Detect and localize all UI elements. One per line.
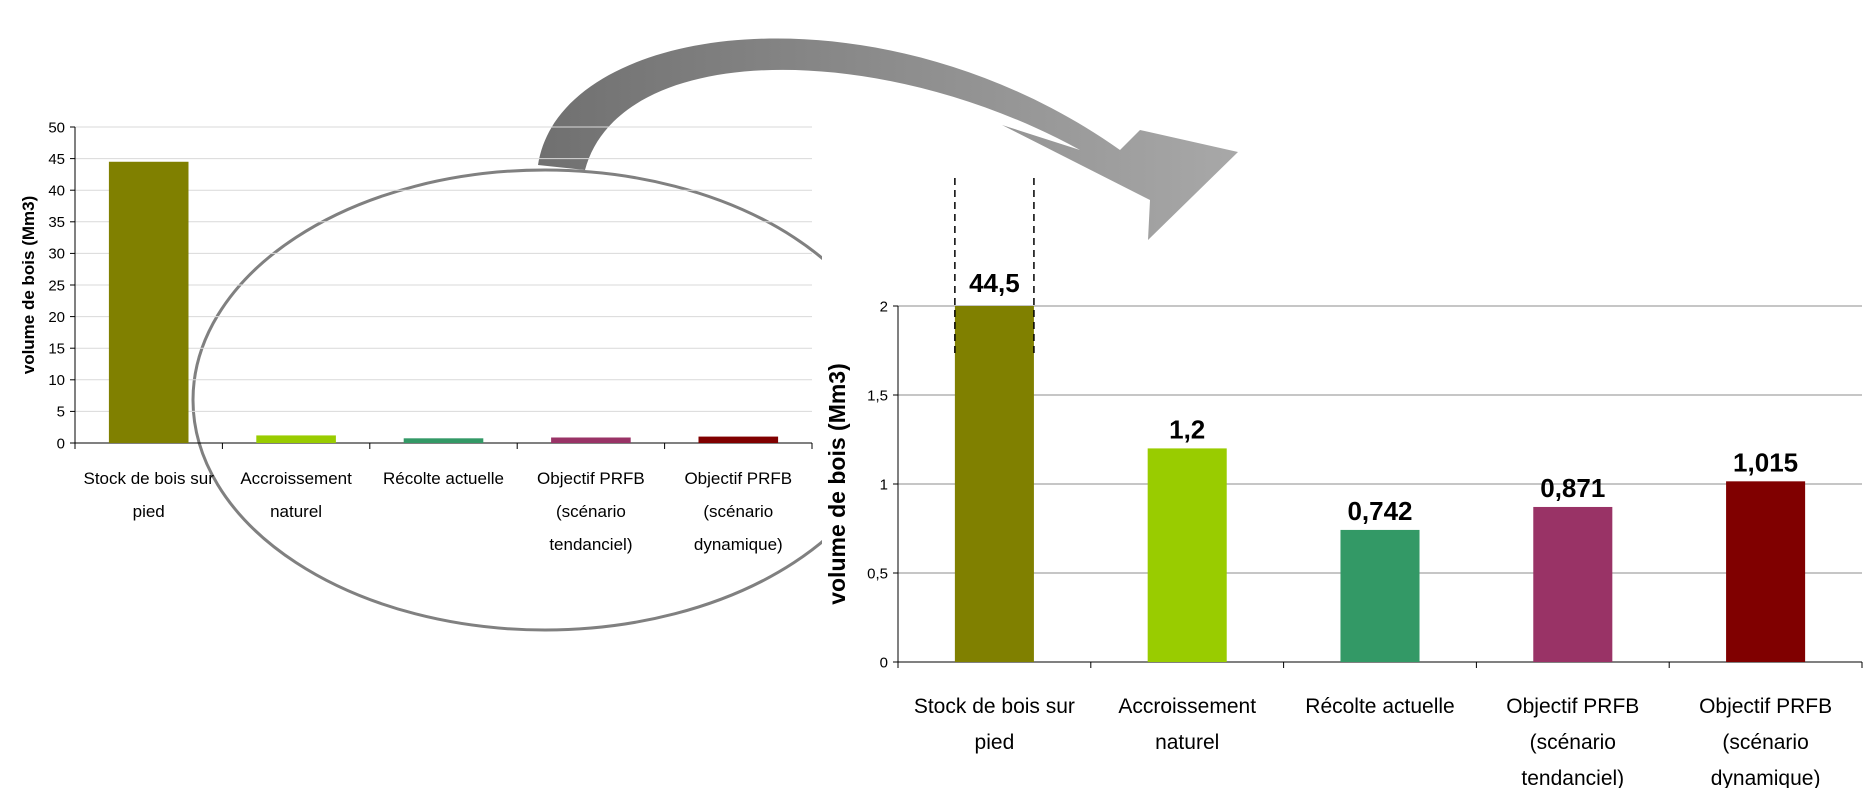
y-tick-label: 10 [48, 372, 65, 389]
category-label: pied [133, 502, 165, 521]
category-label: Objectif PRFB [684, 469, 792, 488]
bar [404, 438, 484, 443]
y-tick-label: 5 [57, 404, 65, 421]
overview-bar-chart: 0 5 10 15 20 25 30 35 40 45 50 Stock de bois sur pie… [19, 119, 812, 554]
y-tick-label: 1 [880, 477, 888, 494]
category-label: Récolte actuelle [1305, 695, 1454, 718]
bar [109, 162, 189, 443]
bar [1340, 530, 1419, 662]
category-label: tendanciel) [549, 535, 632, 554]
bar [699, 437, 779, 443]
y-tick-label: 25 [48, 277, 65, 294]
curved-arrow-icon [538, 38, 1238, 240]
category-label: Objectif PRFB [1699, 695, 1832, 718]
y-tick-label: 15 [48, 340, 65, 357]
y-tick-label: 30 [48, 246, 65, 263]
category-label: tendanciel) [1521, 767, 1624, 788]
y-tick-label: 2 [880, 299, 888, 316]
bar [1533, 507, 1612, 662]
y-tick-label: 20 [48, 309, 65, 326]
category-label: Récolte actuelle [383, 469, 504, 488]
data-label: 1,2 [1169, 414, 1205, 444]
category-label: Accroissement [1118, 695, 1256, 718]
category-label: dynamique) [694, 535, 783, 554]
data-label: 0,871 [1540, 473, 1605, 503]
data-label: 0,742 [1347, 496, 1412, 526]
data-label: 1,015 [1733, 447, 1798, 477]
y-axis-title: volume de bois (Mm3) [824, 363, 850, 605]
category-label: Objectif PRFB [537, 469, 645, 488]
y-tick-label: 35 [48, 214, 65, 231]
bar [256, 435, 336, 443]
category-label: pied [975, 731, 1015, 754]
data-label: 44,5 [969, 268, 1020, 298]
y-tick-label: 50 [48, 119, 65, 136]
category-label: (scénario [556, 502, 626, 521]
y-tick-label: 1,5 [867, 388, 888, 405]
bar [551, 437, 631, 443]
y-tick-label: 0 [880, 655, 888, 672]
category-label: (scénario [1530, 731, 1616, 754]
bar [1148, 448, 1227, 662]
bar [955, 306, 1034, 662]
category-label: Objectif PRFB [1506, 695, 1639, 718]
category-label: Accroissement [240, 469, 352, 488]
zoomed-bar-chart: 0 0,5 1 1,5 2 44,5 Stock de bois sur pied 1,2 Acc… [822, 178, 1866, 788]
highlight-ellipse [193, 170, 897, 630]
y-tick-label: 0 [57, 435, 65, 452]
y-tick-label: 0,5 [867, 566, 888, 583]
bar [1726, 481, 1805, 662]
category-label: dynamique) [1711, 767, 1821, 788]
category-label: (scénario [703, 502, 773, 521]
category-label: Stock de bois sur [83, 469, 214, 488]
category-label: naturel [1155, 731, 1219, 754]
category-label: naturel [270, 502, 322, 521]
y-tick-label: 45 [48, 151, 65, 168]
y-tick-label: 40 [48, 182, 65, 199]
y-axis-title: volume de bois (Mm3) [19, 196, 38, 375]
category-label: Stock de bois sur [914, 695, 1075, 718]
category-label: (scénario [1722, 731, 1808, 754]
